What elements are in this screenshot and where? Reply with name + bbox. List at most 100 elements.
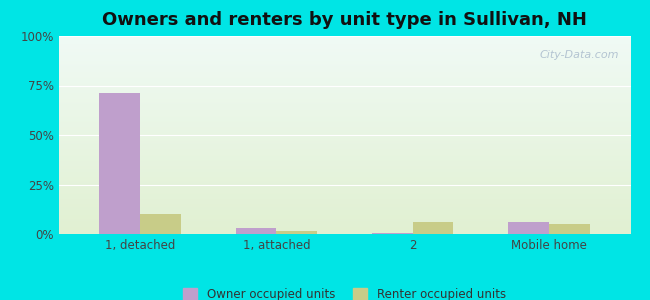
Bar bbox=[58, 201, 630, 202]
Bar bbox=[58, 204, 630, 205]
Bar bbox=[508, 222, 549, 234]
Bar bbox=[58, 153, 630, 154]
Bar bbox=[58, 62, 630, 63]
Bar bbox=[58, 168, 630, 169]
Bar bbox=[58, 209, 630, 210]
Bar bbox=[58, 70, 630, 71]
Bar bbox=[58, 139, 630, 140]
Bar bbox=[58, 122, 630, 123]
Bar bbox=[58, 137, 630, 138]
Bar bbox=[58, 119, 630, 120]
Bar bbox=[58, 144, 630, 145]
Bar bbox=[58, 165, 630, 166]
Bar bbox=[58, 126, 630, 127]
Bar bbox=[58, 178, 630, 179]
Bar bbox=[58, 224, 630, 225]
Bar bbox=[58, 55, 630, 56]
Bar bbox=[58, 174, 630, 175]
Bar bbox=[58, 116, 630, 117]
Bar bbox=[58, 67, 630, 68]
Bar bbox=[58, 136, 630, 137]
Bar bbox=[58, 65, 630, 66]
Bar bbox=[58, 195, 630, 196]
Bar bbox=[58, 134, 630, 135]
Bar bbox=[58, 210, 630, 211]
Bar bbox=[58, 49, 630, 50]
Bar bbox=[58, 170, 630, 171]
Bar bbox=[58, 218, 630, 219]
Bar bbox=[58, 75, 630, 76]
Bar bbox=[58, 219, 630, 220]
Bar bbox=[58, 99, 630, 100]
Bar bbox=[58, 223, 630, 224]
Bar bbox=[58, 46, 630, 47]
Bar bbox=[58, 110, 630, 111]
Bar bbox=[58, 167, 630, 168]
Bar bbox=[58, 94, 630, 95]
Bar bbox=[58, 228, 630, 229]
Bar bbox=[58, 114, 630, 115]
Bar bbox=[58, 169, 630, 170]
Bar bbox=[58, 82, 630, 83]
Bar bbox=[58, 143, 630, 144]
Bar bbox=[58, 40, 630, 41]
Bar bbox=[58, 156, 630, 157]
Bar bbox=[58, 157, 630, 158]
Bar bbox=[58, 52, 630, 53]
Bar bbox=[58, 212, 630, 213]
Bar bbox=[58, 106, 630, 107]
Bar bbox=[58, 176, 630, 177]
Bar bbox=[58, 38, 630, 39]
Bar bbox=[58, 222, 630, 223]
Bar bbox=[58, 140, 630, 141]
Bar bbox=[58, 72, 630, 73]
Bar bbox=[58, 43, 630, 44]
Bar bbox=[58, 221, 630, 222]
Bar bbox=[58, 63, 630, 64]
Bar bbox=[58, 123, 630, 124]
Bar bbox=[58, 141, 630, 142]
Bar bbox=[58, 113, 630, 114]
Bar bbox=[58, 121, 630, 122]
Bar bbox=[99, 93, 140, 234]
Bar bbox=[58, 154, 630, 155]
Bar bbox=[58, 47, 630, 48]
Bar bbox=[58, 230, 630, 231]
Bar bbox=[58, 42, 630, 43]
Bar bbox=[549, 224, 590, 234]
Bar bbox=[58, 102, 630, 103]
Bar bbox=[58, 56, 630, 57]
Bar bbox=[58, 164, 630, 165]
Bar bbox=[58, 85, 630, 86]
Legend: Owner occupied units, Renter occupied units: Owner occupied units, Renter occupied un… bbox=[179, 284, 510, 300]
Bar bbox=[58, 95, 630, 96]
Bar bbox=[58, 200, 630, 201]
Bar bbox=[58, 151, 630, 152]
Bar bbox=[58, 125, 630, 126]
Bar bbox=[58, 68, 630, 69]
Bar bbox=[58, 127, 630, 128]
Bar bbox=[58, 37, 630, 38]
Bar bbox=[58, 217, 630, 218]
Bar bbox=[58, 83, 630, 85]
Bar bbox=[58, 226, 630, 227]
Bar bbox=[58, 92, 630, 93]
Bar bbox=[58, 58, 630, 59]
Bar bbox=[58, 79, 630, 80]
Bar bbox=[58, 181, 630, 182]
Bar bbox=[58, 147, 630, 148]
Bar bbox=[58, 229, 630, 230]
Bar bbox=[58, 88, 630, 89]
Bar bbox=[58, 66, 630, 67]
Bar bbox=[58, 199, 630, 200]
Bar bbox=[58, 216, 630, 217]
Bar bbox=[58, 206, 630, 207]
Bar bbox=[58, 177, 630, 178]
Bar bbox=[58, 163, 630, 164]
Bar bbox=[58, 213, 630, 214]
Bar bbox=[58, 158, 630, 159]
Bar bbox=[58, 197, 630, 198]
Bar bbox=[140, 214, 181, 234]
Bar bbox=[58, 149, 630, 150]
Bar bbox=[58, 90, 630, 92]
